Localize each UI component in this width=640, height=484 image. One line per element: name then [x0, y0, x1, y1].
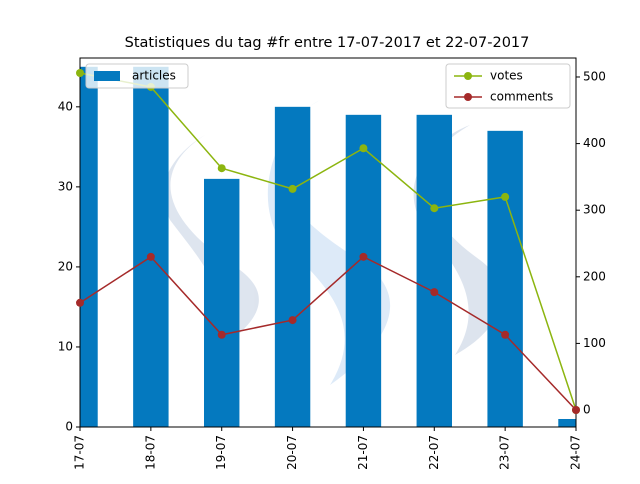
point	[217, 164, 226, 173]
y-tick-label: 30	[58, 179, 73, 193]
bar	[274, 106, 311, 427]
point	[430, 288, 439, 297]
point	[76, 68, 84, 77]
legend-marker	[464, 72, 472, 80]
y2-tick-label: 500	[583, 69, 606, 83]
point	[430, 204, 439, 213]
line	[79, 72, 577, 411]
point	[76, 298, 84, 307]
legend-marker	[464, 93, 472, 101]
x-tick-label: 22-07	[427, 435, 441, 470]
point	[359, 252, 368, 261]
point	[288, 184, 297, 193]
bar	[204, 178, 240, 427]
y2-tick-label: 100	[583, 336, 606, 350]
y2-tick-label: 200	[583, 269, 606, 283]
y2-tick-label: 0	[583, 403, 591, 417]
bar	[133, 66, 169, 427]
plot-frame	[79, 57, 577, 428]
y-tick-label: 20	[58, 259, 73, 273]
bar	[558, 418, 576, 427]
point	[572, 406, 580, 415]
y-tick-label: 40	[58, 99, 73, 113]
line	[79, 255, 577, 411]
bar	[487, 130, 523, 427]
x-tick-label: 24-07	[569, 435, 583, 470]
legend-box	[85, 63, 189, 89]
chart-title: Statistiques du tag #fr entre 17-07-2017…	[125, 35, 530, 51]
point	[146, 252, 155, 261]
x-tick-label: 17-07	[73, 435, 87, 470]
point	[288, 316, 297, 325]
y-tick-label: 0	[65, 420, 73, 434]
y2-tick-label: 400	[583, 136, 606, 150]
point	[501, 192, 510, 201]
y2-tick-label: 300	[583, 203, 606, 217]
x-tick-label: 20-07	[285, 435, 299, 470]
x-tick-label: 19-07	[214, 435, 228, 470]
x-tick-label: 21-07	[356, 435, 370, 470]
point	[359, 144, 368, 153]
legend-label: articles	[132, 69, 176, 83]
point	[217, 330, 226, 339]
point	[501, 330, 510, 339]
legend-label: votes	[490, 69, 523, 83]
y-tick-label: 10	[58, 339, 73, 353]
legend-swatch	[94, 71, 120, 81]
legend-label: comments	[490, 90, 553, 104]
x-tick-label: 23-07	[498, 435, 512, 470]
bar	[80, 66, 98, 427]
bar	[345, 114, 382, 427]
x-tick-label: 18-07	[143, 435, 157, 470]
bar	[416, 114, 452, 427]
plot-area	[80, 66, 576, 427]
